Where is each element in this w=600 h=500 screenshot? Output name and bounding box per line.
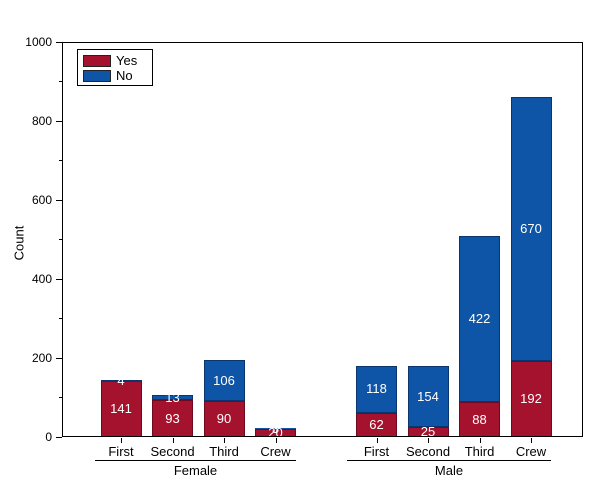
- plot-frame: [62, 42, 583, 437]
- bar-segment-male-second-yes: [407, 427, 449, 437]
- bar-segment-female-crew-no: [255, 427, 296, 430]
- y-tick-label: 0: [45, 430, 52, 444]
- legend-label-yes: Yes: [116, 52, 138, 68]
- bar-segment-female-third-no: [203, 359, 245, 402]
- bar-segment-male-crew-no: [510, 96, 552, 362]
- y-minor-tick: [59, 239, 62, 240]
- category-label-third: Third: [464, 444, 495, 459]
- y-tick-label: 600: [31, 193, 52, 207]
- category-label-crew: Crew: [515, 444, 547, 459]
- legend-row-yes: Yes: [83, 53, 152, 68]
- y-tick-label: 200: [31, 351, 52, 365]
- x-tick: [121, 438, 122, 443]
- legend-label-no: No: [116, 67, 133, 83]
- bar-segment-female-first-yes: [100, 381, 142, 437]
- legend-swatch-yes: [83, 54, 111, 67]
- x-tick: [172, 438, 174, 443]
- y-tick-label: 1000: [25, 35, 52, 49]
- bar-segment-female-crew-yes: [255, 429, 296, 437]
- y-axis-title: Count: [11, 225, 27, 261]
- y-major-tick: [56, 278, 62, 280]
- x-tick: [479, 438, 481, 443]
- bar-segment-male-third-no: [459, 235, 500, 403]
- x-tick: [275, 438, 277, 443]
- category-label-second: Second: [150, 444, 195, 459]
- x-tick: [224, 438, 225, 443]
- bar-segment-male-first-no: [356, 365, 397, 413]
- bar-segment-male-second-no: [407, 366, 449, 428]
- bar-segment-female-second-no: [152, 395, 193, 401]
- category-label-third: Third: [209, 444, 239, 459]
- y-major-tick: [56, 436, 62, 438]
- y-tick-label: 800: [31, 114, 52, 128]
- y-major-tick: [56, 357, 62, 359]
- category-label-first: First: [108, 444, 134, 459]
- y-major-tick: [56, 199, 62, 201]
- x-tick: [428, 438, 429, 443]
- x-tick: [531, 438, 532, 443]
- bar-segment-male-third-yes: [459, 402, 500, 437]
- group-underline-female: [95, 460, 296, 461]
- bar-segment-male-crew-yes: [510, 361, 552, 437]
- y-tick-label: 400: [31, 272, 52, 286]
- group-label-female: Female: [173, 463, 218, 478]
- x-tick: [376, 438, 378, 443]
- category-label-crew: Crew: [260, 444, 291, 459]
- group-label-male: Male: [434, 463, 464, 478]
- bar-segment-male-first-yes: [356, 412, 397, 437]
- bar-segment-female-second-yes: [152, 400, 193, 437]
- group-underline-male: [347, 460, 551, 461]
- category-label-second: Second: [405, 444, 451, 459]
- y-major-tick: [56, 120, 62, 122]
- legend-row-no: No: [83, 68, 152, 83]
- y-minor-tick: [59, 397, 62, 398]
- bar-segment-female-third-yes: [203, 401, 245, 437]
- bar-segment-female-first-no: [100, 379, 142, 382]
- y-minor-tick: [59, 318, 62, 319]
- y-minor-tick: [59, 160, 62, 161]
- y-minor-tick: [59, 81, 62, 82]
- y-major-tick: [56, 41, 62, 43]
- legend-swatch-no: [83, 69, 111, 82]
- legend: Yes No: [77, 49, 153, 86]
- category-label-first: First: [363, 444, 390, 459]
